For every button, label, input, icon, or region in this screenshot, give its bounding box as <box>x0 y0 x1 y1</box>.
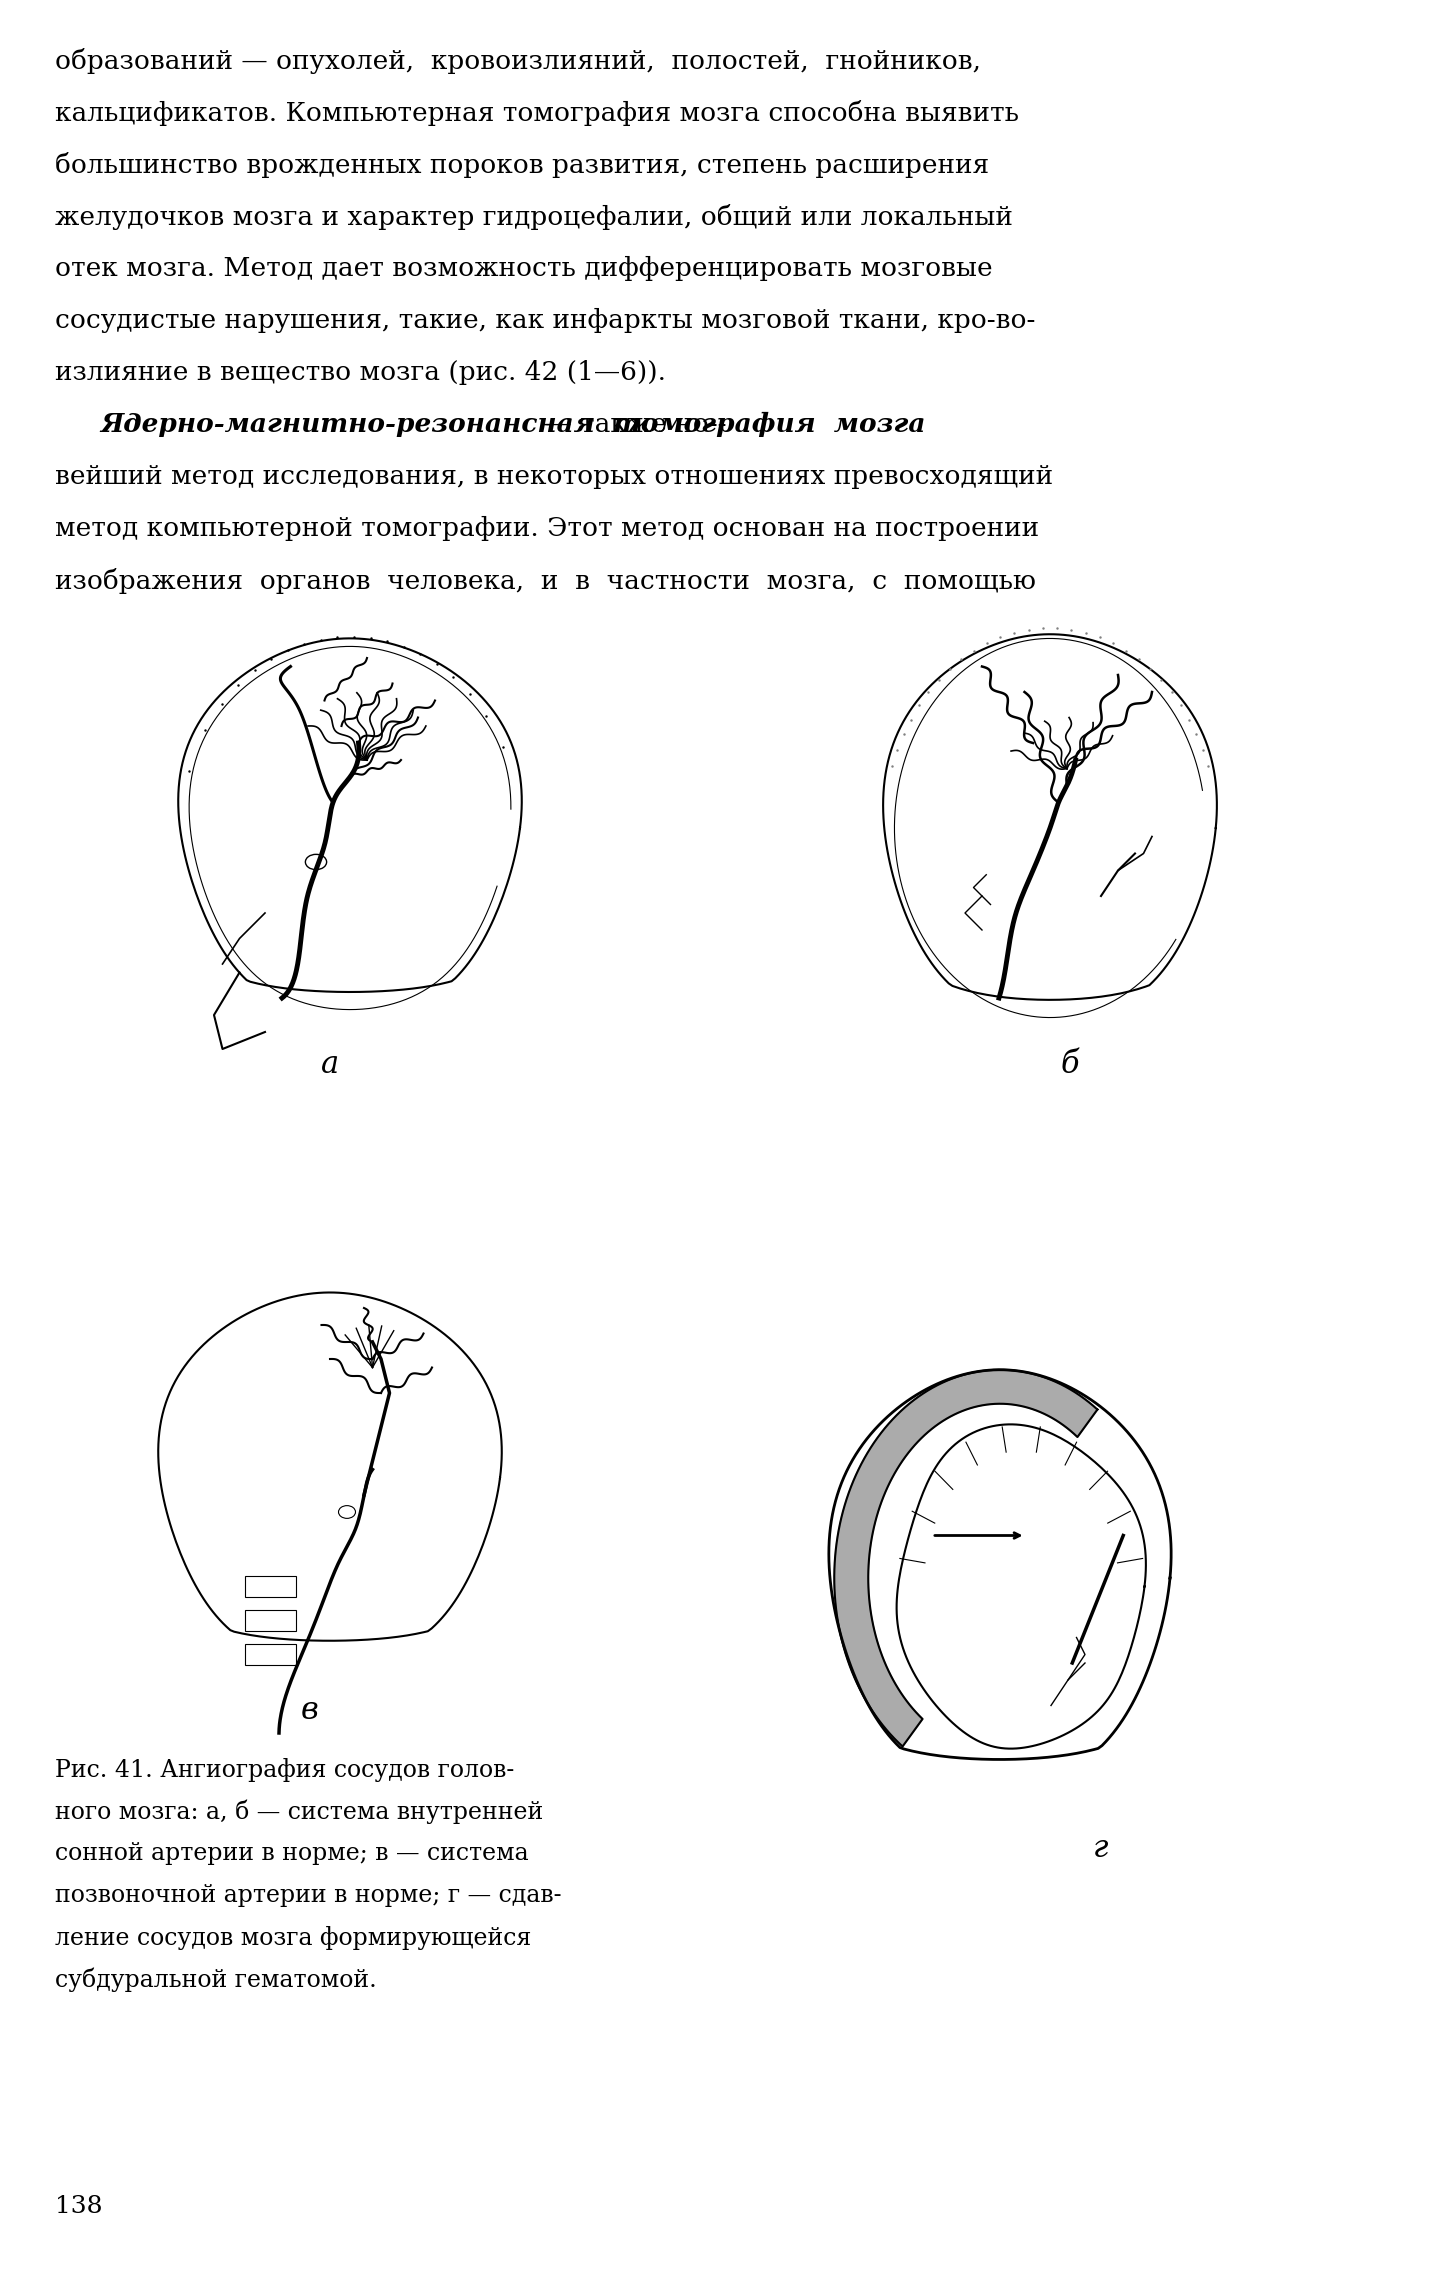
Text: позвоночной артерии в норме; г — сдав­: позвоночной артерии в норме; г — сдав­ <box>55 1884 561 1907</box>
Text: отек мозга. Метод дает возможность дифференцировать мозговые: отек мозга. Метод дает возможность диффе… <box>55 255 992 280</box>
Text: большинство врожденных пороков развития, степень расширения: большинство врожденных пороков развития,… <box>55 153 989 178</box>
Text: желудочков мозга и характер гидроцефалии, общий или локальный: желудочков мозга и характер гидроцефалии… <box>55 205 1012 230</box>
Text: изображения  органов  человека,  и  в  частности  мозга,  с  помощью: изображения органов человека, и в частно… <box>55 567 1035 595</box>
Text: в: в <box>301 1695 319 1727</box>
Text: метод компьютерной томографии. Этот метод основан на построении: метод компьютерной томографии. Этот мето… <box>55 517 1040 542</box>
Polygon shape <box>835 1369 1097 1747</box>
Text: сонной артерии в норме; в — система: сонной артерии в норме; в — система <box>55 1843 529 1866</box>
Text: — также но­-: — также но­- <box>536 412 727 437</box>
Text: кальцификатов. Компьютерная томография мозга способна выявить: кальцификатов. Компьютерная томография м… <box>55 100 1019 125</box>
Text: ление сосудов мозга формирующейся: ление сосудов мозга формирующейся <box>55 1925 531 1950</box>
Text: излияние в вещество мозга (рис. 42 (1—6)).: излияние в вещество мозга (рис. 42 (1—6)… <box>55 360 666 385</box>
Text: б: б <box>1061 1048 1079 1080</box>
Text: вейший метод исследования, в некоторых отношениях превосходящий: вейший метод исследования, в некоторых о… <box>55 465 1053 490</box>
Text: Ядерно-магнитно-резонансная  томография  мозга: Ядерно-магнитно-резонансная томография м… <box>99 412 926 437</box>
Text: г: г <box>1092 1834 1107 1863</box>
Text: образований — опухолей,  кровоизлияний,  полостей,  гнойников,: образований — опухолей, кровоизлияний, п… <box>55 48 981 73</box>
Text: субдуральной гематомой.: субдуральной гематомой. <box>55 1968 376 1993</box>
Text: Рис. 41. Ангиография сосудов голов­: Рис. 41. Ангиография сосудов голов­ <box>55 1759 515 1781</box>
Text: а: а <box>322 1048 339 1080</box>
Text: ного мозга: а, б — система внутренней: ного мозга: а, б — система внутренней <box>55 1800 544 1825</box>
Text: сосудистые нарушения, такие, как инфаркты мозговой ткани, кро­во­: сосудистые нарушения, такие, как инфаркт… <box>55 308 1035 333</box>
Text: 138: 138 <box>55 2196 102 2219</box>
